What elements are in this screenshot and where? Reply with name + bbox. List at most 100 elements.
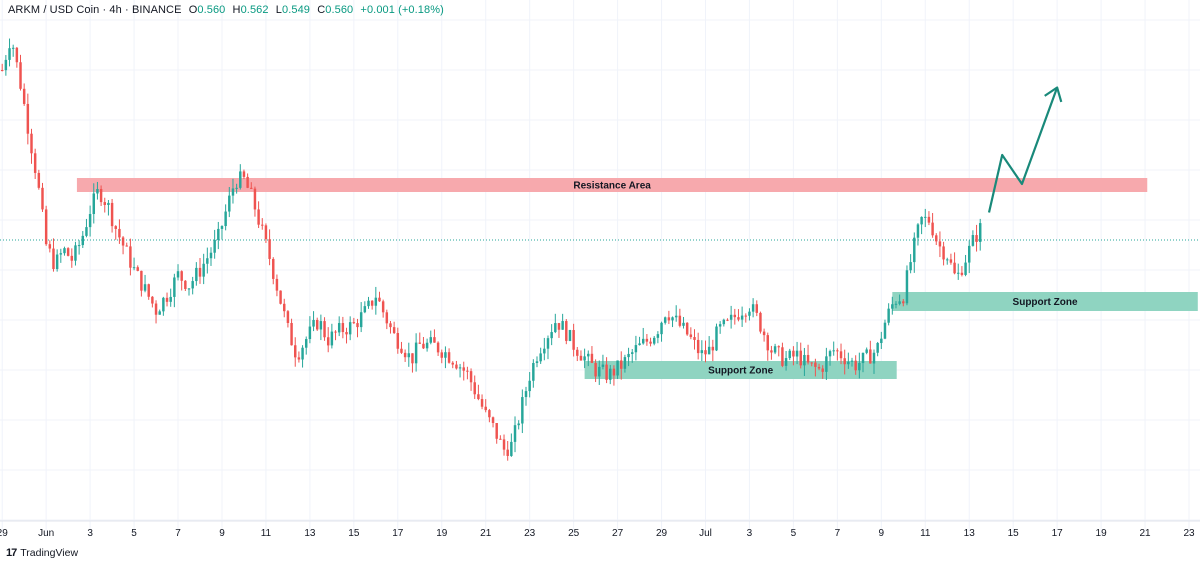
candle-body bbox=[337, 323, 341, 333]
candle-body bbox=[938, 241, 942, 247]
candle-body bbox=[828, 351, 832, 357]
candle-body bbox=[44, 209, 48, 245]
candle-body bbox=[861, 352, 865, 364]
x-tick-label: 13 bbox=[304, 528, 316, 539]
candle-body bbox=[554, 323, 557, 333]
candle-body bbox=[381, 301, 385, 313]
candle-body bbox=[407, 353, 411, 358]
candle-body bbox=[817, 366, 821, 369]
candle-body bbox=[799, 350, 802, 366]
candle-body bbox=[294, 345, 297, 358]
x-tick-label: 21 bbox=[1139, 528, 1151, 539]
candle-body bbox=[41, 187, 44, 210]
candle-body bbox=[858, 363, 861, 371]
open-value: 0.560 bbox=[197, 4, 226, 16]
candle-body bbox=[48, 244, 52, 249]
candle-body bbox=[953, 262, 956, 274]
candle-body bbox=[491, 417, 495, 424]
candle-body bbox=[15, 47, 19, 63]
tradingview-logo-icon: 17 bbox=[6, 547, 17, 559]
candle-body bbox=[275, 278, 279, 291]
symbol-title: ARKM / USD Coin · 4h · BINANCE bbox=[8, 4, 182, 16]
candle-body bbox=[913, 237, 916, 263]
candle-body bbox=[264, 225, 268, 240]
candle-body bbox=[598, 366, 601, 377]
candle-body bbox=[195, 267, 198, 282]
candle-body bbox=[59, 253, 63, 255]
candle-body bbox=[502, 439, 506, 450]
candle-body bbox=[66, 248, 70, 256]
candle-body bbox=[627, 353, 630, 358]
candle-body bbox=[711, 346, 715, 351]
candle-body bbox=[517, 423, 520, 426]
candle-body bbox=[949, 259, 953, 263]
candle-body bbox=[477, 394, 480, 400]
candle-body bbox=[865, 349, 868, 353]
candle-body bbox=[268, 239, 271, 259]
chart-annotations bbox=[76, 178, 1198, 379]
candle-body bbox=[649, 341, 652, 344]
candle-body bbox=[352, 322, 356, 324]
candle-body bbox=[964, 262, 967, 275]
candle-body bbox=[458, 367, 462, 369]
candle-body bbox=[942, 246, 945, 260]
candle-body bbox=[26, 103, 30, 134]
candle-body bbox=[971, 235, 975, 246]
candle-body bbox=[535, 361, 539, 364]
candle-body bbox=[935, 235, 938, 242]
candle-body bbox=[323, 321, 326, 338]
candle-body bbox=[499, 438, 502, 440]
candle-body bbox=[88, 214, 92, 228]
candle-body bbox=[290, 322, 293, 346]
candle-body bbox=[8, 48, 11, 60]
support-zone-box bbox=[892, 292, 1198, 311]
tradingview-name: TradingView bbox=[20, 547, 79, 559]
candle-body bbox=[909, 262, 912, 271]
candle-body bbox=[422, 343, 425, 349]
candle-body bbox=[755, 304, 759, 313]
candle-body bbox=[883, 322, 887, 339]
candle-body bbox=[429, 337, 433, 343]
candle-body bbox=[297, 357, 301, 360]
candle-body bbox=[345, 332, 348, 335]
x-tick-label: 23 bbox=[1183, 528, 1195, 539]
candle-body bbox=[693, 337, 696, 340]
support-zone-label: Support Zone bbox=[708, 366, 773, 377]
change-value: +0.001 (+0.18%) bbox=[360, 4, 444, 16]
candle-body bbox=[696, 339, 700, 354]
candle-body bbox=[488, 410, 491, 418]
candle-body bbox=[806, 354, 810, 363]
candle-body bbox=[147, 284, 150, 297]
close-label: C bbox=[317, 4, 326, 16]
candle-body bbox=[235, 187, 238, 189]
candle-body bbox=[689, 334, 693, 338]
candle-body bbox=[513, 425, 517, 442]
x-tick-label: 3 bbox=[87, 528, 93, 539]
low-value: 0.549 bbox=[282, 4, 311, 16]
candle-body bbox=[70, 255, 74, 261]
candle-body bbox=[125, 245, 128, 247]
candle-body bbox=[638, 343, 641, 346]
candle-body bbox=[726, 319, 729, 321]
candle-body bbox=[601, 364, 605, 367]
candle-body bbox=[700, 350, 704, 354]
candle-body bbox=[385, 312, 389, 324]
candle-body bbox=[469, 371, 473, 383]
candle-body bbox=[957, 272, 960, 274]
tradingview-branding[interactable]: 17 TradingView bbox=[6, 547, 78, 559]
candle-body bbox=[392, 327, 396, 334]
candle-body bbox=[261, 224, 264, 226]
candle-body bbox=[550, 332, 553, 339]
candle-body bbox=[52, 248, 55, 270]
candle-body bbox=[616, 360, 619, 376]
projection-arrowhead bbox=[1044, 86, 1063, 103]
candle-body bbox=[715, 326, 718, 351]
candle-body bbox=[792, 350, 795, 357]
candle-body bbox=[847, 361, 850, 365]
close-value: 0.560 bbox=[325, 4, 354, 16]
candle-body bbox=[220, 226, 224, 229]
candle-body bbox=[231, 188, 235, 196]
candle-body bbox=[414, 342, 418, 364]
candle-body bbox=[30, 133, 33, 154]
